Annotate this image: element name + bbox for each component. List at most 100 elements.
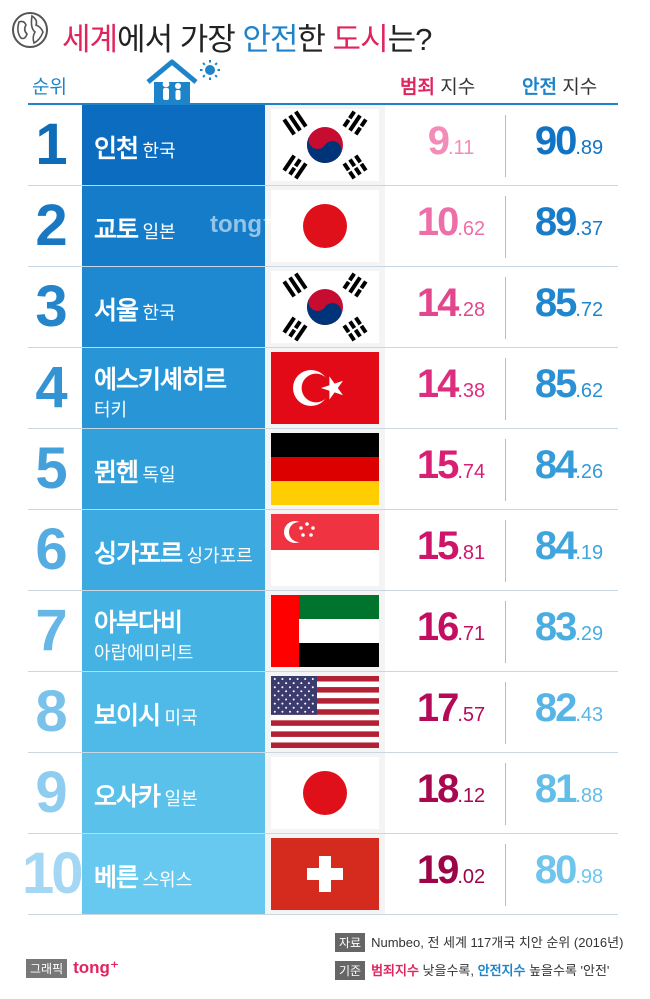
flag-germany-icon — [271, 433, 379, 505]
rank-number: 2 — [35, 193, 67, 258]
table-row: 9 오사카 일본 18.12 81.88 — [0, 753, 650, 834]
city-name: 교토 — [94, 216, 139, 244]
safety-index-value: 83.29 — [534, 605, 604, 649]
rank-column-header: 순위 — [32, 77, 67, 98]
header-divider — [28, 103, 618, 105]
brand-logo: tong⁺ — [73, 958, 119, 977]
safety-index-value: 84.19 — [534, 524, 604, 568]
city-label: 교토 일본 — [94, 210, 176, 246]
flag-uae-icon — [271, 595, 379, 667]
safety-index-value: 89.37 — [534, 200, 604, 244]
page-title: 세계에서 가장 안전한 도시는? — [62, 22, 432, 57]
city-name: 보이시 — [94, 702, 161, 730]
safety-index-value: 90.89 — [534, 119, 604, 163]
city-name: 뮌헨 — [94, 459, 139, 487]
rank-number: 1 — [35, 112, 67, 177]
flag-japan-icon — [271, 190, 379, 262]
rank-number: 7 — [35, 598, 67, 663]
city-cell — [82, 510, 265, 591]
table-row: 1 인천 한국 9.11 90.89 — [0, 105, 650, 186]
city-name: 서울 — [94, 297, 139, 325]
flag-usa-icon — [271, 676, 379, 748]
column-divider — [505, 601, 506, 663]
crime-index-value: 15.81 — [416, 524, 486, 568]
source-tag: 자료 — [335, 933, 366, 952]
flag-cell — [265, 591, 385, 672]
row-divider — [28, 752, 618, 753]
city-label: 서울 한국 — [94, 291, 176, 327]
city-cell — [82, 267, 265, 348]
rank-number: 8 — [35, 679, 67, 744]
safety-index-value: 82.43 — [534, 686, 604, 730]
title-row: 세계에서 가장 안전한 도시는? — [10, 6, 640, 57]
row-divider — [28, 347, 618, 348]
city-label: 인천 한국 — [94, 129, 176, 165]
country-name: 한국 — [142, 141, 176, 161]
column-divider — [505, 277, 506, 339]
city-name: 아부다비 — [94, 609, 183, 637]
safety-index-value: 81.88 — [534, 767, 604, 811]
city-label: 뮌헨 독일 — [94, 453, 176, 489]
column-divider — [505, 196, 506, 258]
city-name: 싱가포르 — [94, 540, 183, 568]
watermark: tong⁺ — [210, 211, 275, 238]
flag-korea-icon — [271, 109, 379, 181]
source-note: 자료 Numbeo, 전 세계 117개국 치안 순위 (2016년) — [335, 932, 623, 952]
table-row: 10 베른 스위스 19.02 80.98 — [0, 834, 650, 915]
country-name: 아랍에미리트 — [94, 643, 194, 663]
globe-icon — [12, 12, 48, 48]
country-name: 싱가포르 — [186, 546, 253, 566]
flag-cell — [265, 105, 385, 186]
table-row: 2 교토 일본 10.62 89.37 — [0, 186, 650, 267]
column-divider — [505, 115, 506, 177]
crime-index-value: 16.71 — [416, 605, 486, 649]
city-cell — [82, 105, 265, 186]
rank-number: 3 — [35, 274, 67, 339]
flag-cell — [265, 429, 385, 510]
safety-index-value: 80.98 — [534, 848, 604, 892]
table-row: 6 싱가포르 싱가포르 15.81 84.19 — [0, 510, 650, 591]
column-divider — [505, 763, 506, 825]
column-divider — [505, 358, 506, 420]
safety-index-header: 안전 지수 — [522, 77, 598, 98]
row-divider — [28, 428, 618, 429]
city-name: 베른 — [94, 864, 139, 892]
house-family-icon — [146, 59, 220, 104]
flag-singapore-icon — [271, 514, 379, 586]
city-cell — [82, 186, 265, 267]
city-cell — [82, 429, 265, 510]
flag-cell — [265, 672, 385, 753]
flag-cell — [265, 834, 385, 915]
country-name: 터키 — [94, 400, 128, 420]
row-divider — [28, 266, 618, 267]
flag-turkey-icon — [271, 352, 379, 424]
country-name: 일본 — [142, 222, 176, 242]
column-divider — [505, 844, 506, 906]
flag-korea-icon — [271, 271, 379, 343]
table-row: 3 서울 한국 14.28 85.72 — [0, 267, 650, 348]
city-name: 오사카 — [94, 783, 161, 811]
crime-index-value: 18.12 — [416, 767, 486, 811]
crime-index-value: 17.57 — [416, 686, 486, 730]
city-cell — [82, 753, 265, 834]
row-divider — [28, 509, 618, 510]
table-row: 4 에스키셰히르 터키 14.38 85.62 — [0, 348, 650, 429]
city-label: 싱가포르 싱가포르 — [94, 534, 253, 570]
crime-index-value: 14.28 — [416, 281, 486, 325]
country-name: 미국 — [164, 708, 198, 728]
city-cell — [82, 834, 265, 915]
crime-index-header: 범죄 지수 — [400, 77, 476, 98]
city-cell — [82, 591, 265, 672]
safety-index-value: 84.26 — [534, 443, 604, 487]
table-row: 8 보이시 미국 17.57 82.43 — [0, 672, 650, 753]
flag-switzerland-icon — [271, 838, 379, 910]
row-divider — [28, 914, 618, 915]
rank-number: 5 — [35, 436, 67, 501]
criteria-tag: 기준 — [335, 961, 366, 980]
crime-index-value: 14.38 — [416, 362, 486, 406]
country-name: 일본 — [164, 789, 198, 809]
city-name: 에스키셰히르 — [94, 366, 227, 394]
